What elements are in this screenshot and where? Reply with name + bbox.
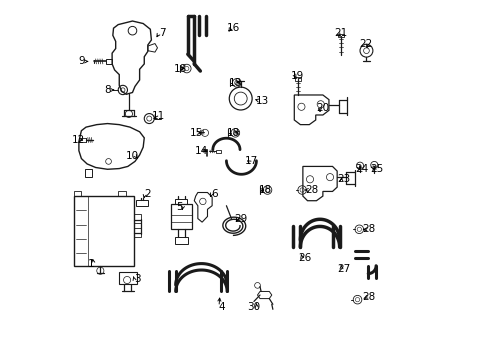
Text: 6: 6 [211,189,218,199]
Text: 30: 30 [247,302,261,312]
Text: 28: 28 [363,224,376,234]
Text: 2: 2 [145,189,151,199]
Text: 25: 25 [370,163,383,174]
Text: 18: 18 [227,128,240,138]
Text: 17: 17 [245,157,258,166]
Text: 18: 18 [173,64,187,73]
Text: 1: 1 [87,259,94,269]
Text: 22: 22 [359,39,372,49]
Text: 11: 11 [152,111,165,121]
Text: 16: 16 [227,23,240,33]
Text: 8: 8 [104,85,111,95]
Text: 10: 10 [126,151,139,161]
Text: 13: 13 [255,96,269,106]
Text: 14: 14 [195,146,208,156]
Text: 21: 21 [334,28,347,38]
Text: 12: 12 [72,135,86,145]
Text: 24: 24 [356,163,369,174]
Text: 26: 26 [298,253,312,263]
Text: 29: 29 [234,213,247,224]
Text: 28: 28 [363,292,376,302]
Text: 3: 3 [134,274,141,284]
Text: 9: 9 [78,57,85,66]
Text: 27: 27 [338,264,351,274]
Text: 28: 28 [306,185,319,195]
Text: 4: 4 [219,302,225,312]
Text: 18: 18 [228,78,242,88]
Text: 7: 7 [159,28,166,38]
Text: 19: 19 [291,71,304,81]
Text: 20: 20 [317,103,329,113]
Text: 23: 23 [338,174,351,184]
Text: 5: 5 [177,202,183,212]
Text: 18: 18 [259,185,272,195]
Text: 15: 15 [190,128,203,138]
